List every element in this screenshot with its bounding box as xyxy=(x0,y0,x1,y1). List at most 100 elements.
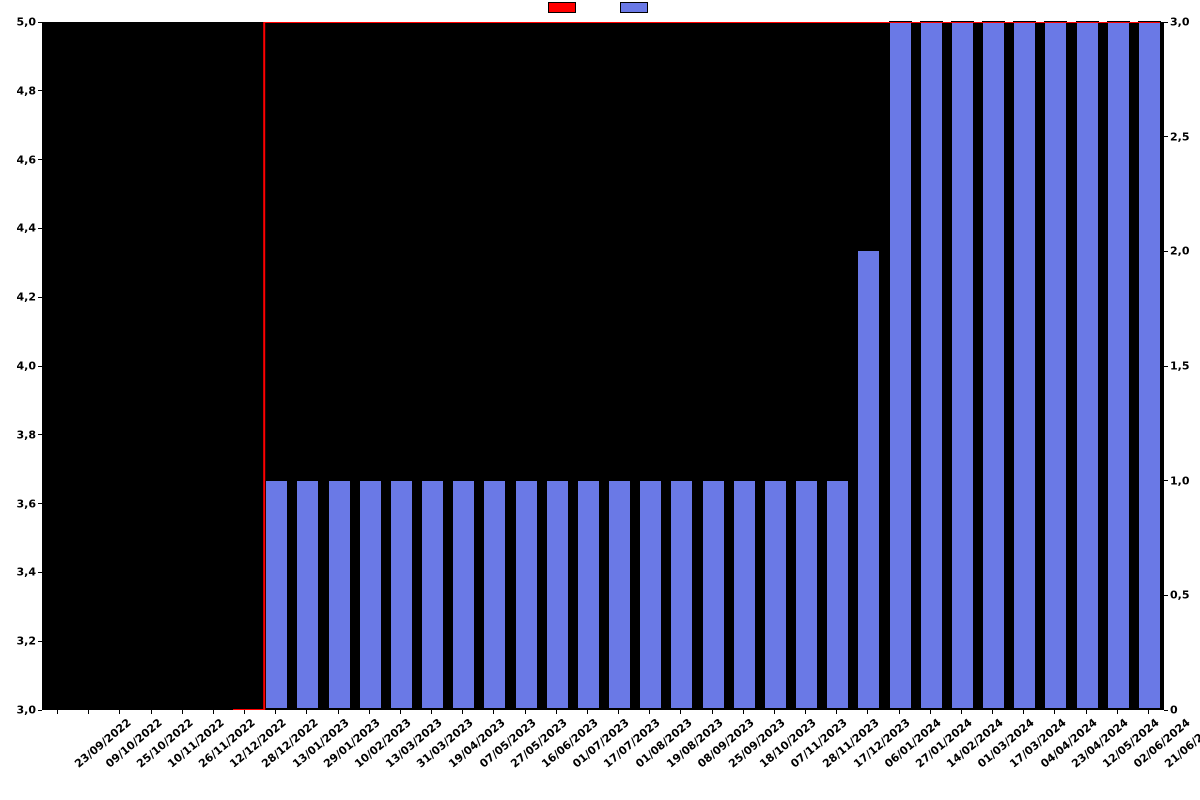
x-tick-mark xyxy=(369,710,370,714)
y-left-tick-label: 3,2 xyxy=(0,635,36,648)
x-tick-mark xyxy=(57,710,58,714)
legend-item-series1 xyxy=(548,2,580,13)
y-left-tick-mark xyxy=(38,228,42,229)
x-tick-mark xyxy=(867,710,868,714)
y-left-tick-mark xyxy=(38,22,42,23)
x-tick-mark xyxy=(306,710,307,714)
legend xyxy=(0,2,1200,13)
bar xyxy=(515,480,538,709)
y-right-tick-label: 3,0 xyxy=(1170,16,1190,29)
bar xyxy=(670,480,693,709)
y-left-tick-mark xyxy=(38,434,42,435)
x-tick-mark xyxy=(1054,710,1055,714)
x-tick-mark xyxy=(338,710,339,714)
y-left-tick-label: 3,0 xyxy=(0,704,36,717)
x-tick-mark xyxy=(961,710,962,714)
x-tick-mark xyxy=(1086,710,1087,714)
y-left-tick-mark xyxy=(38,641,42,642)
y-left-tick-mark xyxy=(38,366,42,367)
x-tick-mark xyxy=(493,710,494,714)
y-right-tick-mark xyxy=(1164,595,1168,596)
y-left-tick-label: 4,4 xyxy=(0,222,36,235)
bar xyxy=(920,21,943,709)
bar xyxy=(546,480,569,709)
x-tick-mark xyxy=(400,710,401,714)
bar xyxy=(608,480,631,709)
y-left-tick-mark xyxy=(38,710,42,711)
bar xyxy=(857,250,880,709)
bar xyxy=(764,480,787,709)
bar xyxy=(1044,21,1067,709)
y-right-tick-mark xyxy=(1164,22,1168,23)
x-tick-mark xyxy=(151,710,152,714)
chart-plot-area xyxy=(42,22,1164,710)
x-tick-mark xyxy=(618,710,619,714)
bar xyxy=(889,21,912,709)
y-left-tick-label: 4,8 xyxy=(0,84,36,97)
bar xyxy=(452,480,475,709)
x-tick-mark xyxy=(712,710,713,714)
y-left-tick-mark xyxy=(38,572,42,573)
bar xyxy=(795,480,818,709)
x-tick-mark xyxy=(774,710,775,714)
bar xyxy=(421,480,444,709)
bar xyxy=(702,480,725,709)
x-tick-mark xyxy=(1148,710,1149,714)
bar xyxy=(733,480,756,709)
x-tick-mark xyxy=(556,710,557,714)
x-tick-mark xyxy=(431,710,432,714)
y-right-tick-label: 1,0 xyxy=(1170,474,1190,487)
bar xyxy=(1107,21,1130,709)
y-right-tick-mark xyxy=(1164,251,1168,252)
y-right-tick-label: 1,5 xyxy=(1170,360,1190,373)
x-tick-mark xyxy=(836,710,837,714)
bar xyxy=(296,480,319,709)
x-tick-mark xyxy=(992,710,993,714)
y-left-tick-mark xyxy=(38,297,42,298)
bar xyxy=(826,480,849,709)
y-right-tick-label: 0 xyxy=(1170,704,1178,717)
x-tick-mark xyxy=(930,710,931,714)
y-left-tick-mark xyxy=(38,90,42,91)
bar xyxy=(483,480,506,709)
bar xyxy=(359,480,382,709)
x-tick-mark xyxy=(213,710,214,714)
legend-swatch-blue xyxy=(620,2,648,13)
x-tick-mark xyxy=(275,710,276,714)
y-left-tick-mark xyxy=(38,503,42,504)
x-tick-mark xyxy=(462,710,463,714)
bar xyxy=(951,21,974,709)
bar xyxy=(639,480,662,709)
y-right-tick-mark xyxy=(1164,136,1168,137)
bar xyxy=(265,480,288,709)
y-left-tick-label: 3,4 xyxy=(0,566,36,579)
x-tick-mark xyxy=(182,710,183,714)
x-tick-mark xyxy=(587,710,588,714)
x-tick-mark xyxy=(899,710,900,714)
y-left-tick-label: 5,0 xyxy=(0,16,36,29)
y-right-tick-label: 2,0 xyxy=(1170,245,1190,258)
x-tick-mark xyxy=(680,710,681,714)
x-tick-mark xyxy=(88,710,89,714)
bar xyxy=(1076,21,1099,709)
bar xyxy=(328,480,351,709)
x-tick-mark xyxy=(805,710,806,714)
x-tick-mark xyxy=(1117,710,1118,714)
y-left-tick-label: 4,2 xyxy=(0,291,36,304)
y-right-tick-mark xyxy=(1164,480,1168,481)
bar xyxy=(577,480,600,709)
x-tick-mark xyxy=(649,710,650,714)
bar xyxy=(1013,21,1036,709)
y-right-tick-mark xyxy=(1164,366,1168,367)
legend-item-series2 xyxy=(620,2,652,13)
y-left-tick-label: 4,6 xyxy=(0,153,36,166)
x-tick-mark xyxy=(244,710,245,714)
y-left-tick-mark xyxy=(38,159,42,160)
bar xyxy=(1138,21,1161,709)
y-left-tick-label: 3,8 xyxy=(0,428,36,441)
legend-swatch-red xyxy=(548,2,576,13)
bar xyxy=(982,21,1005,709)
x-tick-mark xyxy=(1023,710,1024,714)
y-right-tick-label: 0,5 xyxy=(1170,589,1190,602)
y-left-tick-label: 4,0 xyxy=(0,360,36,373)
